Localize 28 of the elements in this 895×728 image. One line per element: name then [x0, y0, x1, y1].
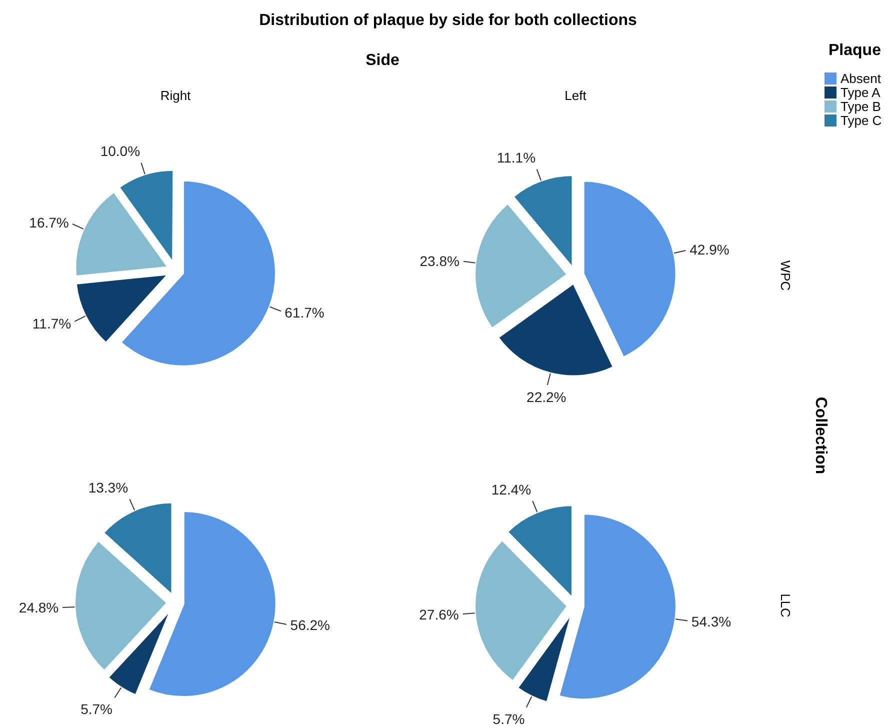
- text: LLC: [778, 594, 793, 618]
- data-label: 42.9%: [690, 242, 730, 258]
- data-label: 13.3%: [88, 480, 128, 496]
- chart-title: Distribution of plaque by side for both collections: [259, 12, 637, 29]
- data-label: 11.1%: [496, 150, 536, 166]
- data-label: 27.6%: [419, 606, 459, 622]
- data-label: 16.7%: [29, 214, 69, 230]
- legend-label: Type C: [840, 113, 882, 128]
- data-label: 23.8%: [420, 252, 460, 269]
- legend-label: Type A: [840, 85, 881, 100]
- data-label: 10.0%: [100, 143, 140, 159]
- data-label: 61.7%: [284, 304, 324, 321]
- data-label: 56.2%: [290, 617, 330, 634]
- text: Right: [160, 88, 192, 103]
- legend-label: Type B: [840, 99, 881, 114]
- text: WPC: [778, 260, 793, 291]
- data-label: 11.7%: [32, 315, 72, 332]
- legend-title: Plaque: [828, 42, 882, 59]
- text: Collection: [812, 396, 829, 474]
- data-label: 24.8%: [18, 600, 59, 616]
- data-label: 12.4%: [491, 481, 532, 498]
- data-label: 54.3%: [691, 613, 732, 630]
- data-label: 5.7%: [80, 701, 113, 718]
- data-label: 22.2%: [526, 388, 566, 405]
- chart-subtitle: Left: [564, 88, 587, 103]
- legend-label: Absent: [840, 71, 882, 86]
- data-label: 5.7%: [492, 710, 525, 727]
- text: Side: [366, 52, 400, 69]
